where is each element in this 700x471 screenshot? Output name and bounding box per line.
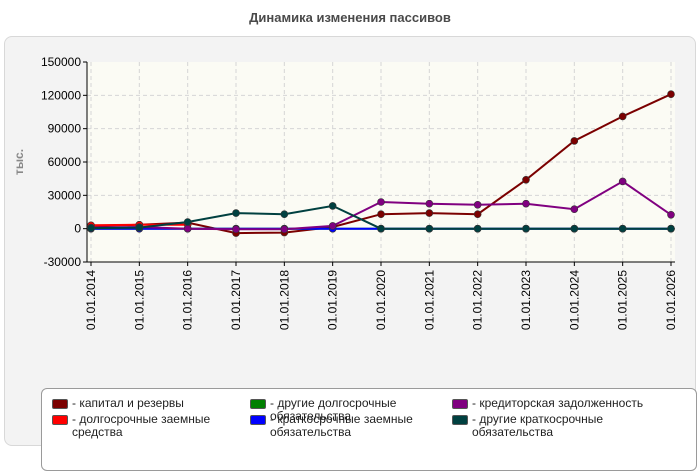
legend-label: - долгосрочные заемные средства [72, 412, 211, 439]
chart-title: Динамика изменения пассивов [249, 10, 451, 25]
legend-label: - другие краткосрочные обязательства [472, 412, 604, 439]
x-tick-label: 01.01.2025 [616, 270, 630, 330]
y-tick-label: 90000 [48, 122, 82, 136]
data-point [618, 177, 627, 186]
x-tick-label: 01.01.2018 [277, 270, 291, 330]
data-point [425, 209, 434, 217]
legend-swatch [52, 399, 68, 409]
y-tick-label: 0 [74, 222, 81, 236]
x-tick-label: 01.01.2021 [422, 270, 436, 330]
legend-swatch [452, 415, 468, 425]
x-tick-label: 01.01.2014 [84, 270, 98, 330]
data-point [667, 90, 675, 99]
data-point [667, 224, 675, 233]
data-point [473, 210, 482, 219]
y-tick-label: 60000 [48, 155, 82, 169]
data-point [570, 205, 579, 214]
legend-swatch [52, 415, 68, 425]
x-tick-label: 01.01.2024 [567, 270, 581, 330]
data-point [328, 222, 337, 230]
y-tick-label: 120000 [41, 88, 81, 102]
legend-label: - кредиторская задолженность [472, 396, 644, 410]
data-point [377, 198, 385, 206]
data-point [522, 224, 530, 233]
data-point [232, 209, 240, 217]
data-point [425, 199, 434, 208]
data-point [328, 202, 337, 210]
data-point [280, 225, 289, 234]
x-tick-label: 01.01.2023 [519, 270, 533, 330]
data-point [377, 224, 385, 233]
data-point [618, 224, 627, 233]
data-point [135, 223, 144, 232]
data-point [667, 210, 675, 219]
data-point [473, 200, 482, 209]
legend-label: - другие долгосрочные обязательства [270, 396, 397, 423]
data-point [522, 199, 530, 208]
data-point [570, 137, 579, 145]
x-tick-label: 01.01.2020 [374, 270, 388, 330]
legend-swatch [452, 399, 468, 409]
data-point [377, 210, 385, 219]
legend-swatch [250, 399, 266, 409]
data-point [473, 224, 482, 233]
x-tick-label: 01.01.2017 [229, 270, 243, 330]
legend-label: - краткосрочные заемные обязательства [270, 412, 413, 439]
data-point [232, 225, 240, 234]
y-tick-label: 30000 [48, 188, 82, 202]
x-tick-label: 01.01.2019 [326, 270, 340, 330]
data-point [183, 224, 192, 233]
legend-label: - капитал и резервы [72, 396, 184, 410]
x-tick-label: 01.01.2016 [181, 270, 195, 330]
line-chart: 1500001200009000060000300000-3000001.01.… [12, 55, 678, 330]
x-tick-label: 01.01.2015 [132, 270, 146, 330]
x-tick-label: 01.01.2026 [664, 270, 678, 330]
data-point [618, 112, 627, 121]
data-point [522, 175, 530, 184]
chart-legend: - капитал и резервы - другие долгосрочные… [41, 388, 697, 471]
chart-frame: 150000 120000 90000 60000 30000 0 -30000 01.01.… [4, 36, 697, 471]
legend-swatch [250, 415, 266, 425]
y-axis-label: тыс. [12, 149, 26, 175]
data-point [280, 210, 289, 219]
data-point [183, 218, 192, 226]
y-tick-label: -30000 [44, 255, 82, 269]
x-tick-label: 01.01.2022 [471, 270, 485, 330]
data-point [570, 224, 579, 233]
y-tick-label: 150000 [41, 55, 81, 69]
data-point [425, 224, 434, 233]
data-point [87, 224, 95, 232]
